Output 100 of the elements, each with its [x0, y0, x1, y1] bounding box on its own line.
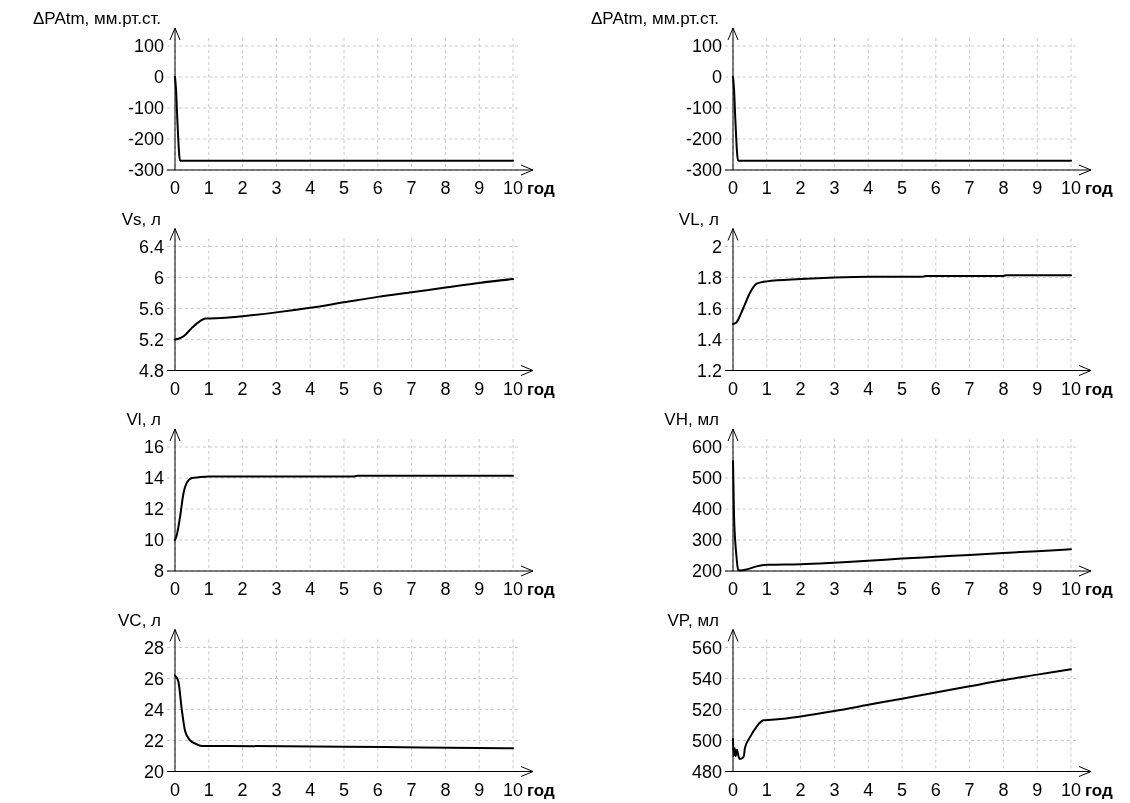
x-tick-label: 5: [338, 178, 350, 198]
x-tick-label: 3: [271, 378, 282, 399]
x-tick-label: 6: [930, 378, 941, 399]
x-tick-label: 3: [829, 378, 840, 399]
x-tick-label: 7: [964, 378, 975, 399]
x-tick-label: 1: [203, 779, 214, 800]
y-tick-label: 10: [143, 530, 164, 551]
x-axis-title: год: [527, 580, 556, 599]
x-tick-label: 3: [829, 178, 840, 198]
x-tick-label: 4: [863, 178, 874, 198]
x-tick-label: 0: [169, 779, 181, 800]
x-tick-label: 2: [237, 579, 248, 599]
x-tick-label: 6: [372, 779, 383, 800]
y-tick-label: 14: [143, 468, 164, 489]
y-axis-title: VC, л: [118, 610, 161, 630]
y-tick-label: 2: [711, 236, 722, 257]
y-tick-label: 400: [691, 499, 722, 520]
x-tick-label: 8: [998, 579, 1009, 599]
x-tick-label: 4: [305, 378, 316, 399]
y-tick-label: 300: [691, 530, 722, 551]
x-tick-label: 7: [964, 178, 975, 198]
y-tick-label: 16: [143, 437, 164, 458]
x-tick-label: 5: [896, 178, 908, 198]
x-tick-label: 7: [964, 579, 975, 599]
y-axis-title: VH, мл: [664, 410, 719, 429]
x-tick-label: 10: [1060, 779, 1082, 800]
y-tick-label: 20: [143, 761, 164, 782]
y-tick-label: -300: [685, 160, 722, 181]
x-axis-title: год: [1085, 379, 1114, 399]
x-tick-label: 2: [795, 378, 806, 399]
x-tick-label: 6: [930, 178, 941, 198]
y-tick-label: 0: [711, 67, 722, 88]
y-tick-label: -100: [685, 98, 722, 119]
x-axis-title: год: [527, 379, 556, 399]
y-tick-label: 8: [153, 561, 164, 582]
x-tick-label: 10: [502, 178, 524, 198]
x-tick-label: 4: [305, 579, 316, 599]
x-tick-label: 1: [761, 178, 772, 198]
y-tick-label: 5.2: [138, 329, 164, 350]
y-tick-label: 1.2: [696, 360, 722, 381]
x-tick-label: 7: [406, 779, 417, 800]
x-tick-label: 7: [406, 178, 417, 198]
y-tick-label: 4.8: [138, 360, 164, 381]
x-tick-label: 9: [474, 178, 485, 198]
y-axis-title: VP, мл: [667, 610, 719, 630]
x-tick-label: 6: [372, 579, 383, 599]
x-tick-label: 0: [169, 178, 181, 198]
y-tick-label: -100: [127, 98, 164, 119]
x-axis-title: год: [1085, 780, 1114, 800]
x-tick-label: 1: [761, 779, 772, 800]
x-tick-label: 6: [930, 579, 941, 599]
x-axis-title: год: [527, 780, 556, 800]
y-tick-label: 500: [691, 468, 722, 489]
y-tick-label: 600: [691, 437, 722, 458]
y-tick-label: 0: [153, 67, 164, 88]
x-tick-label: 4: [863, 779, 874, 800]
x-tick-label: 5: [338, 579, 350, 599]
x-tick-label: 1: [761, 378, 772, 399]
y-axis-title: ΔPAtm, мм.рт.ст.: [32, 9, 161, 28]
x-tick-label: 9: [1032, 378, 1043, 399]
y-tick-label: 540: [691, 668, 722, 689]
x-tick-label: 2: [795, 178, 806, 198]
y-axis-title: ΔPAtm, мм.рт.ст.: [590, 9, 719, 28]
x-tick-label: 9: [1032, 779, 1043, 800]
y-tick-label: 12: [143, 499, 164, 520]
x-tick-label: 1: [203, 378, 214, 399]
x-tick-label: 7: [964, 779, 975, 800]
x-tick-label: 0: [727, 178, 739, 198]
x-tick-label: 3: [829, 779, 840, 800]
y-tick-label: 1.4: [696, 329, 722, 350]
x-tick-label: 4: [863, 378, 874, 399]
x-tick-label: 4: [305, 178, 316, 198]
y-axis-title: VL, л: [678, 209, 719, 229]
x-tick-label: 0: [727, 779, 739, 800]
y-tick-label: 100: [691, 36, 722, 57]
x-tick-label: 7: [406, 579, 417, 599]
x-axis-title: год: [1085, 580, 1114, 599]
x-tick-label: 10: [1060, 579, 1082, 599]
x-tick-label: 3: [271, 579, 282, 599]
x-tick-label: 5: [338, 779, 350, 800]
y-tick-label: -300: [127, 160, 164, 181]
x-tick-label: 6: [930, 779, 941, 800]
x-tick-label: 10: [1060, 178, 1082, 198]
y-tick-label: 6: [153, 267, 164, 288]
x-tick-label: 10: [502, 378, 524, 399]
x-tick-label: 9: [1032, 178, 1043, 198]
y-tick-label: 520: [691, 699, 722, 720]
x-tick-label: 9: [474, 779, 485, 800]
y-tick-label: 1.8: [696, 267, 722, 288]
x-tick-label: 0: [727, 378, 739, 399]
x-tick-label: 10: [502, 579, 524, 599]
x-tick-label: 1: [761, 579, 772, 599]
x-tick-label: 1: [203, 579, 214, 599]
y-tick-label: 28: [143, 637, 164, 658]
y-axis-title: Vl, л: [126, 410, 161, 429]
x-tick-label: 2: [237, 378, 248, 399]
x-tick-label: 5: [896, 579, 908, 599]
x-tick-label: 0: [169, 378, 181, 399]
x-tick-label: 7: [406, 378, 417, 399]
y-tick-label: -200: [127, 129, 164, 150]
